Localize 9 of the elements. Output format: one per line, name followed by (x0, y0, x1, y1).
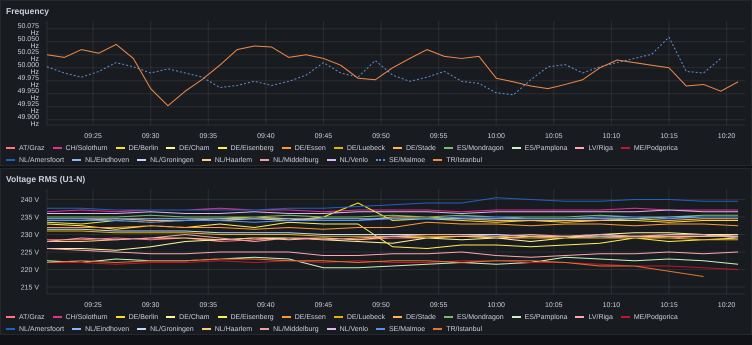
line-series (47, 36, 722, 96)
line-series (47, 197, 739, 210)
line-series (47, 222, 739, 230)
chart-title: Frequency (5, 5, 50, 18)
line-series (47, 248, 739, 258)
chart-title: Voltage RMS (U1-N) (5, 173, 86, 186)
line-series (47, 230, 739, 240)
line-series (47, 44, 739, 106)
line-series (47, 258, 704, 277)
